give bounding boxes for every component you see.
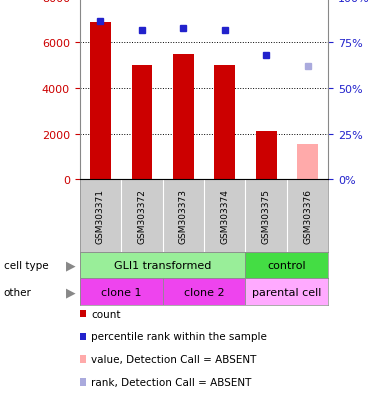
Text: GSM303373: GSM303373 bbox=[179, 188, 188, 243]
Text: GSM303372: GSM303372 bbox=[137, 188, 147, 243]
Text: GSM303376: GSM303376 bbox=[303, 188, 312, 243]
Bar bbox=[80, 279, 162, 306]
Text: GSM303371: GSM303371 bbox=[96, 188, 105, 243]
Bar bbox=[256, 132, 276, 180]
Text: ▶: ▶ bbox=[66, 286, 75, 299]
Text: percentile rank within the sample: percentile rank within the sample bbox=[91, 332, 267, 342]
Text: GSM303375: GSM303375 bbox=[262, 188, 271, 243]
Bar bbox=[246, 252, 328, 279]
Bar bbox=[214, 66, 235, 180]
Text: value, Detection Call = ABSENT: value, Detection Call = ABSENT bbox=[91, 354, 257, 364]
Text: count: count bbox=[91, 309, 121, 319]
Bar bbox=[80, 252, 246, 279]
Text: rank, Detection Call = ABSENT: rank, Detection Call = ABSENT bbox=[91, 377, 252, 387]
Bar bbox=[90, 23, 111, 180]
Bar bbox=[173, 55, 194, 180]
Bar bbox=[162, 279, 246, 306]
Text: GSM303374: GSM303374 bbox=[220, 188, 229, 243]
Bar bbox=[297, 145, 318, 180]
Text: ▶: ▶ bbox=[66, 259, 75, 272]
Text: clone 2: clone 2 bbox=[184, 287, 224, 297]
Bar bbox=[132, 66, 152, 180]
Text: cell type: cell type bbox=[4, 260, 48, 271]
Text: control: control bbox=[267, 260, 306, 271]
Bar bbox=[246, 279, 328, 306]
Text: GLI1 transformed: GLI1 transformed bbox=[114, 260, 211, 271]
Text: clone 1: clone 1 bbox=[101, 287, 141, 297]
Text: other: other bbox=[4, 287, 32, 297]
Text: parental cell: parental cell bbox=[252, 287, 322, 297]
